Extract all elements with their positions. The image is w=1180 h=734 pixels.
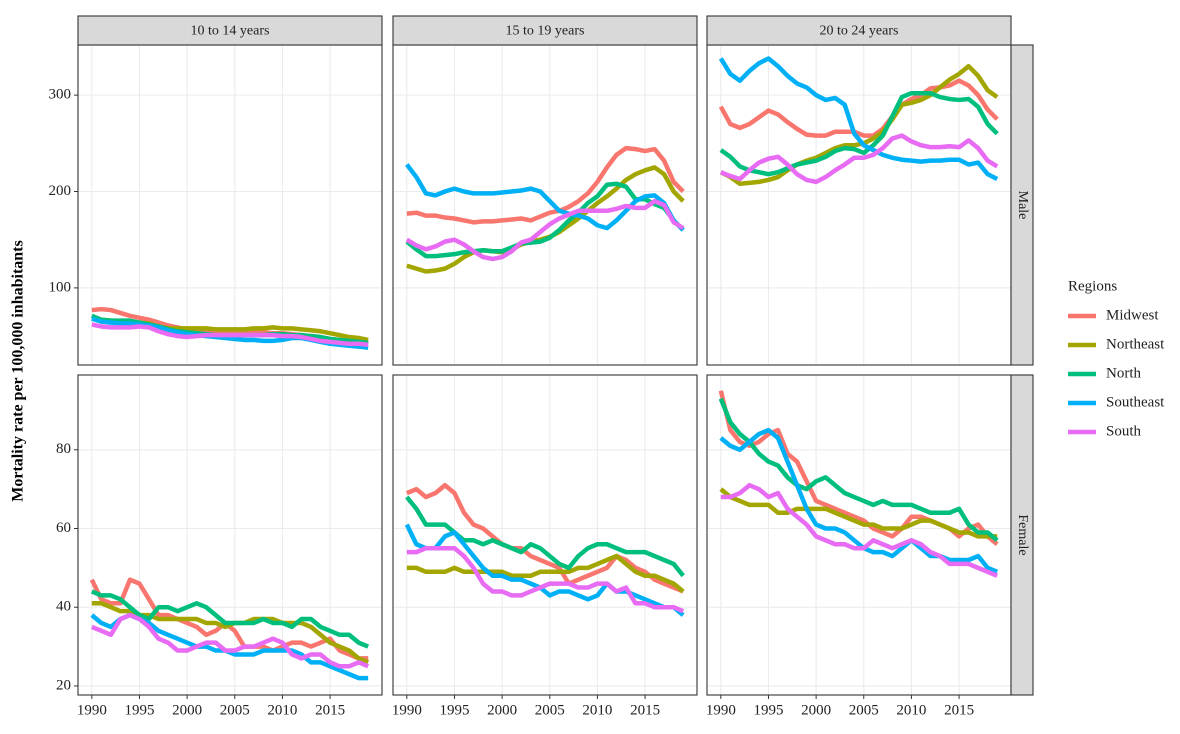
x-tick-label: 1990 [392,702,422,718]
data-line [90,589,370,649]
x-tick-label: 2000 [801,702,831,718]
x-tick-label: 1995 [753,702,783,718]
x-tick-label: 1990 [77,702,107,718]
column-strip [392,15,698,46]
y-tick-label: 20 [56,677,71,693]
x-tick-label: 2005 [849,702,879,718]
data-line [720,482,999,578]
column-strip [706,15,1012,46]
data-line [719,133,999,185]
y-axis-title: Mortality rate per 100,000 inhabitants [10,240,27,501]
row-strip-label: Male [1015,191,1030,220]
data-line [91,322,369,347]
panel-border [392,374,698,696]
legend-label: Northeast [1106,336,1165,352]
column-strip-label: 10 to 14 years [191,24,270,39]
legend-label: North [1106,365,1141,381]
x-tick-label: 1995 [124,702,154,718]
data-line [406,545,685,614]
data-line [406,145,685,225]
legend-label: Midwest [1106,307,1159,323]
data-line [718,56,999,181]
x-tick-label: 2015 [944,702,974,718]
legend-label: Southeast [1106,394,1165,410]
panel-background [707,375,1011,695]
data-line [718,78,999,138]
legend-title: Regions [1068,278,1117,294]
column-strip-label: 20 to 24 years [820,24,899,39]
x-tick-label: 2015 [315,702,345,718]
x-tick-label: 1995 [439,702,469,718]
x-tick-label: 1990 [706,702,736,718]
data-line [719,427,999,574]
y-tick-label: 60 [56,520,71,536]
x-tick-label: 2000 [487,702,517,718]
panel-background [78,45,382,365]
data-line [405,163,685,232]
y-tick-label: 40 [56,599,71,615]
data-line [719,90,999,177]
y-tick-label: 300 [49,87,72,103]
x-tick-label: 2015 [630,702,660,718]
data-line [719,63,999,187]
data-line [406,553,685,594]
y-tick-label: 80 [56,441,71,457]
panel-border [77,374,383,696]
data-line [719,487,998,539]
column-strip [77,15,383,46]
x-tick-label: 2010 [896,702,926,718]
x-tick-label: 2005 [220,702,250,718]
x-tick-label: 2005 [535,702,565,718]
row-strip [1010,44,1034,366]
panel-background [707,45,1011,365]
legend-label: South [1106,423,1142,439]
y-tick-label: 100 [49,279,72,295]
row-strip [1010,374,1034,696]
y-tick-label: 200 [49,183,72,199]
row-strip-label: Female [1015,514,1030,555]
panel-background [393,375,697,695]
data-line [404,523,685,617]
data-line [405,482,685,594]
x-tick-label: 2010 [582,702,612,718]
data-line [405,198,685,262]
data-line [718,397,999,543]
column-strip-label: 15 to 19 years [506,24,585,39]
x-tick-label: 2010 [267,702,297,718]
data-line [90,612,370,669]
x-tick-label: 2000 [172,702,202,718]
